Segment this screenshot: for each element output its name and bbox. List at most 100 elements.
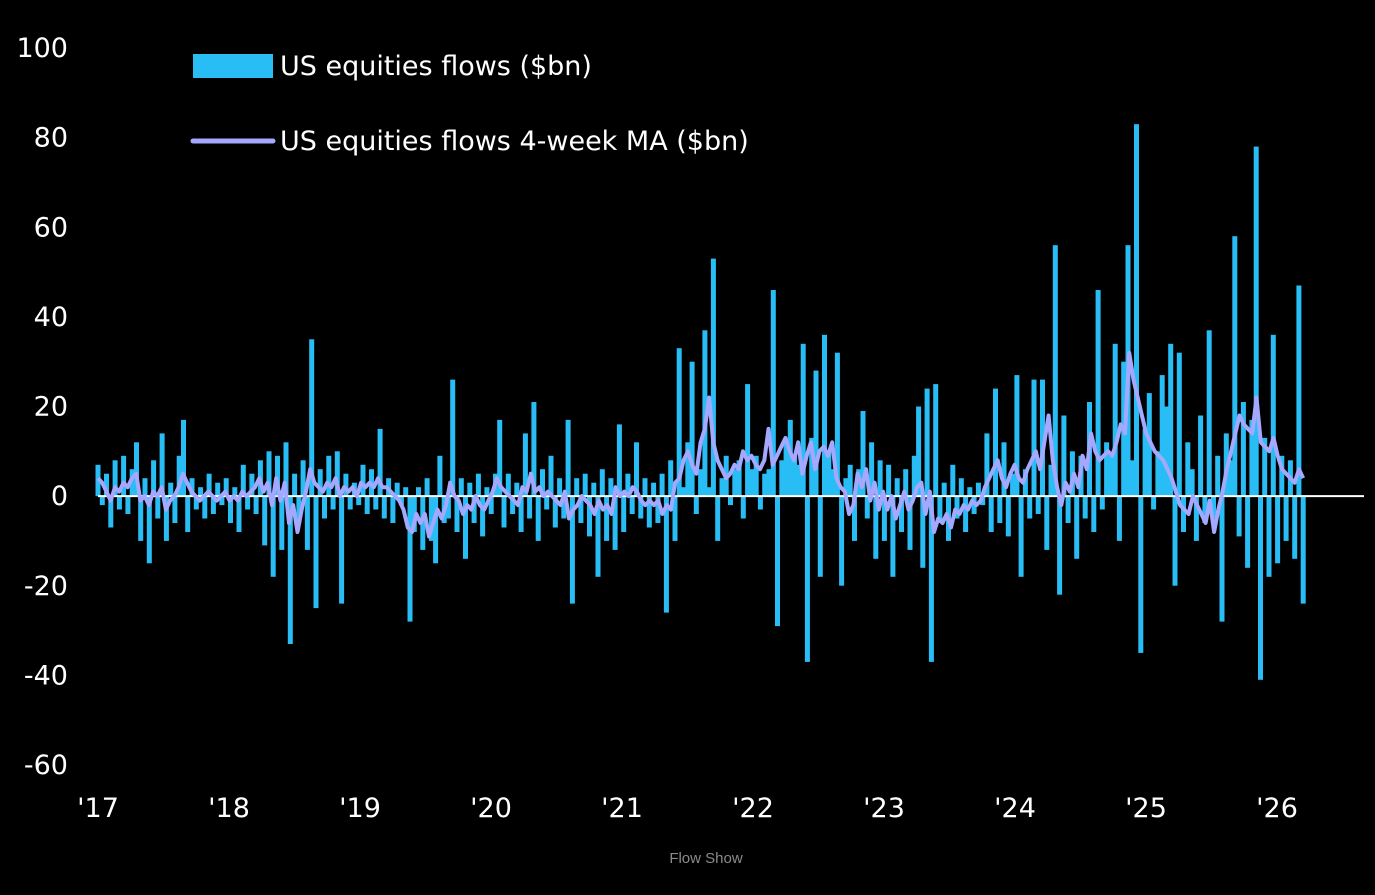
flow-bar: [595, 496, 601, 577]
legend: US equities flows ($bn) US equities flow…: [190, 51, 749, 157]
flow-bar: [1253, 146, 1259, 497]
x-tick-label: '21: [601, 793, 643, 824]
y-tick-label: 20: [34, 392, 68, 423]
flow-bar: [185, 496, 191, 532]
flow-bar: [488, 496, 494, 514]
flow-bar: [287, 496, 293, 644]
flow-bar: [749, 469, 755, 497]
flow-bar: [129, 469, 135, 497]
flow-bar: [240, 464, 246, 497]
flow-bar: [1228, 460, 1233, 497]
y-tick-label: -60: [24, 750, 68, 781]
flow-bar: [612, 496, 618, 550]
flow-bar: [557, 478, 563, 497]
flow-bar: [279, 496, 285, 550]
flow-bar: [826, 451, 832, 497]
y-tick-label: 40: [34, 302, 68, 333]
flow-bar: [334, 451, 340, 497]
flow-bar: [1296, 285, 1302, 497]
flow-bar: [181, 419, 186, 497]
flow-bar: [599, 469, 605, 497]
flow-bar: [702, 330, 708, 497]
flow-bar: [924, 388, 930, 497]
flow-bar: [728, 496, 733, 506]
flow-bar: [377, 428, 383, 497]
flow-bar: [1163, 406, 1169, 497]
flow-bar: [813, 370, 819, 497]
flow-bar: [138, 496, 144, 541]
flow-bar: [1138, 496, 1144, 653]
flow-bar: [1249, 419, 1255, 497]
flow-bar: [1240, 402, 1246, 497]
flow-bar: [655, 496, 661, 523]
flow-bar: [210, 496, 216, 514]
flow-bar: [988, 496, 994, 532]
flow-bar: [326, 455, 332, 497]
flow-bar: [270, 496, 276, 577]
flow-bar: [116, 496, 122, 510]
flow-bar: [770, 290, 776, 497]
flow-bar: [1279, 455, 1285, 497]
flow-bar: [928, 496, 934, 662]
legend-bar-swatch: [193, 54, 273, 78]
flow-bar: [963, 496, 969, 532]
x-tick-label: '20: [470, 793, 512, 824]
x-tick-label: '22: [732, 793, 774, 824]
legend-bar-label: US equities flows ($bn): [280, 51, 592, 82]
flow-bar: [1262, 437, 1268, 497]
flow-bar: [1176, 352, 1182, 497]
flow-bar: [911, 455, 917, 497]
y-tick-label: -20: [24, 571, 68, 602]
flow-bar: [732, 469, 738, 497]
flow-bar: [860, 411, 866, 497]
flow-bar: [1129, 460, 1135, 497]
flow-bar: [899, 496, 904, 532]
flow-bar: [1245, 496, 1251, 568]
flow-bar: [548, 455, 554, 497]
flow-bar: [668, 460, 674, 497]
flow-bar: [839, 496, 845, 586]
flow-bar: [762, 473, 768, 497]
flow-bar: [817, 496, 823, 577]
flow-bar: [522, 433, 528, 497]
flow-bar: [420, 496, 426, 550]
flow-bar: [787, 419, 793, 497]
flow-bar: [1057, 496, 1063, 595]
flow-bar: [796, 464, 802, 497]
ma-line-group: [96, 350, 1306, 539]
flow-bar: [198, 487, 204, 497]
flow-bar: [1001, 442, 1007, 497]
flow-bar: [253, 496, 259, 514]
flow-bar: [822, 334, 827, 497]
flow-bar: [1074, 496, 1080, 559]
flow-bar: [206, 473, 212, 497]
flow-bar: [954, 496, 960, 519]
flow-bar: [394, 482, 400, 497]
flow-bar: [1104, 442, 1110, 497]
flow-bar: [445, 496, 451, 519]
flow-bar: [578, 496, 584, 523]
flow-bar: [809, 437, 815, 497]
flow-bar: [514, 482, 520, 497]
flow-bar: [1116, 496, 1122, 541]
flow-bar: [1018, 496, 1024, 577]
flow-bar: [608, 478, 614, 497]
flow-bar: [638, 496, 644, 519]
flow-bar: [1193, 496, 1199, 541]
flow-bar: [309, 339, 315, 497]
flow-bar: [176, 455, 182, 497]
flow-bar: [266, 451, 272, 497]
flow-bar: [569, 496, 575, 604]
flow-bar: [313, 496, 319, 609]
flow-bar: [1300, 496, 1306, 604]
flow-bar: [1232, 236, 1238, 497]
flow-bar: [993, 388, 998, 497]
flow-bar: [659, 473, 665, 497]
flow-bar: [1172, 496, 1178, 586]
flow-bar: [1198, 415, 1204, 497]
flow-bar: [1151, 496, 1157, 510]
flow-bar: [339, 496, 345, 604]
x-axis: '17 '18 '19 '20 '21 '22 '23 '24 '25 '26: [77, 793, 1298, 824]
flow-bar: [454, 496, 460, 532]
flow-bar: [800, 343, 806, 497]
